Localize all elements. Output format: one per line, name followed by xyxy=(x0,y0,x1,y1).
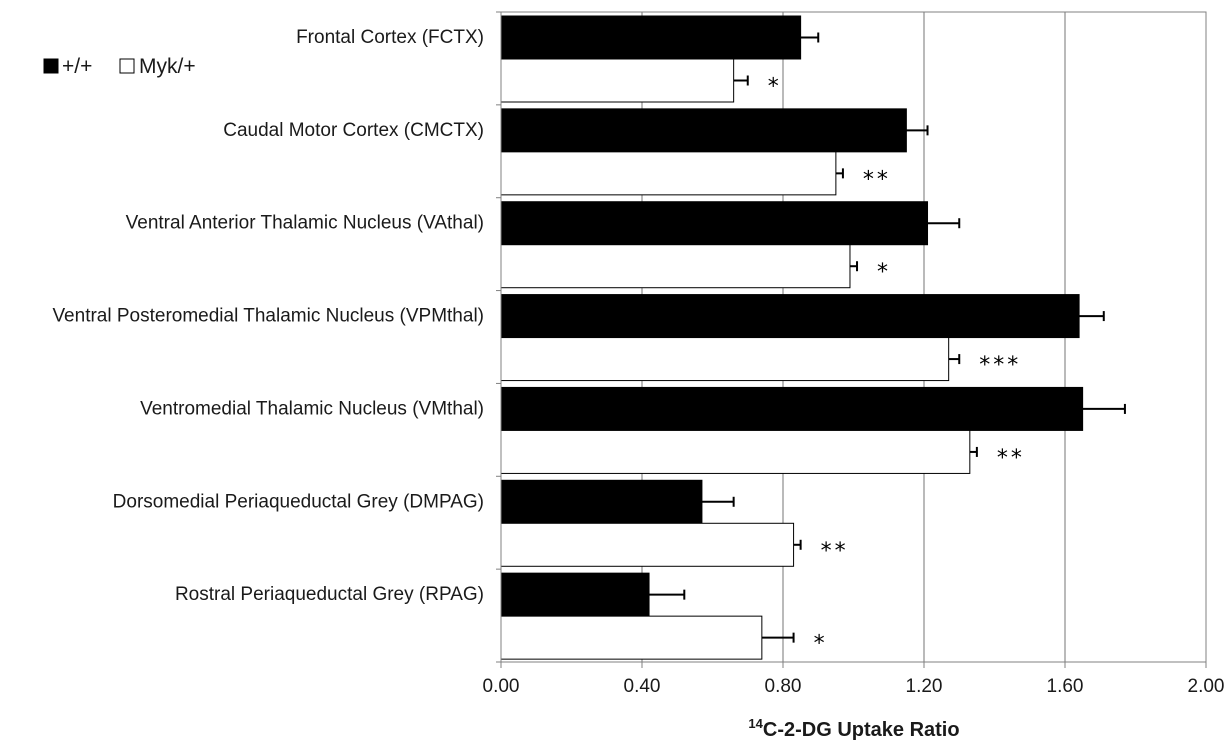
x-axis-title-text: C-2-DG Uptake Ratio xyxy=(763,719,960,741)
x-axis-title-superscript: 14 xyxy=(748,716,763,731)
x-tick-label: 1.20 xyxy=(906,676,943,697)
category-label: Ventromedial Thalamic Nucleus (VMthal) xyxy=(140,398,484,419)
axes xyxy=(496,11,1207,668)
x-tick-label: 0.00 xyxy=(483,676,520,697)
significance-marker: ** xyxy=(997,446,1025,471)
category-label: Rostral Periaqueductal Grey (RPAG) xyxy=(175,584,484,605)
bar-myk xyxy=(500,244,851,289)
legend-swatch-myk xyxy=(119,58,135,74)
legend-label-myk: Myk/+ xyxy=(139,55,196,78)
bar-wildtype xyxy=(500,201,929,246)
bar-myk xyxy=(500,429,971,474)
category-label: Ventral Posteromedial Thalamic Nucleus (… xyxy=(52,306,484,327)
bar-wildtype xyxy=(500,572,650,617)
plot-frame xyxy=(500,11,1207,663)
bar-wildtype xyxy=(500,15,802,60)
legend-swatch-wildtype xyxy=(43,58,59,74)
bar-wildtype xyxy=(500,386,1084,431)
bar-wildtype xyxy=(500,294,1080,339)
significance-marker: *** xyxy=(979,353,1021,378)
significance-marker: ** xyxy=(863,167,891,192)
labels: 0.00 0.40 0.80 1.20 1.60 2.00 Frontal Cortex (… xyxy=(52,27,1224,697)
significance-marker: * xyxy=(814,632,828,657)
x-tick-label: 1.60 xyxy=(1047,676,1084,697)
bar-myk xyxy=(500,522,795,567)
bar-myk xyxy=(500,58,735,103)
x-tick-label: 0.80 xyxy=(765,676,802,697)
bar-myk xyxy=(500,615,763,660)
x-axis-title: 14C-2-DG Uptake Ratio xyxy=(748,716,959,741)
x-tick-label: 2.00 xyxy=(1188,676,1225,697)
legend-label-wildtype: +/+ xyxy=(62,55,92,78)
significance-marker: ** xyxy=(821,539,849,564)
bar-myk xyxy=(500,151,837,196)
legend: +/+ Myk/+ xyxy=(43,55,196,78)
bar-wildtype xyxy=(500,479,703,524)
bars xyxy=(500,15,1126,660)
bar-myk xyxy=(500,337,950,382)
bar-wildtype xyxy=(500,108,907,153)
category-label: Ventral Anterior Thalamic Nucleus (VAtha… xyxy=(126,213,484,234)
x-tick-label: 0.40 xyxy=(624,676,661,697)
significance-marker: * xyxy=(877,260,891,285)
category-label: Frontal Cortex (FCTX) xyxy=(296,27,484,48)
svg-text:14C-2-DG Uptake Ratio: 14C-2-DG Uptake Ratio xyxy=(748,716,959,741)
category-label: Caudal Motor Cortex (CMCTX) xyxy=(223,120,484,141)
significance-marker: * xyxy=(768,75,782,100)
category-label: Dorsomedial Periaqueductal Grey (DMPAG) xyxy=(113,491,484,512)
